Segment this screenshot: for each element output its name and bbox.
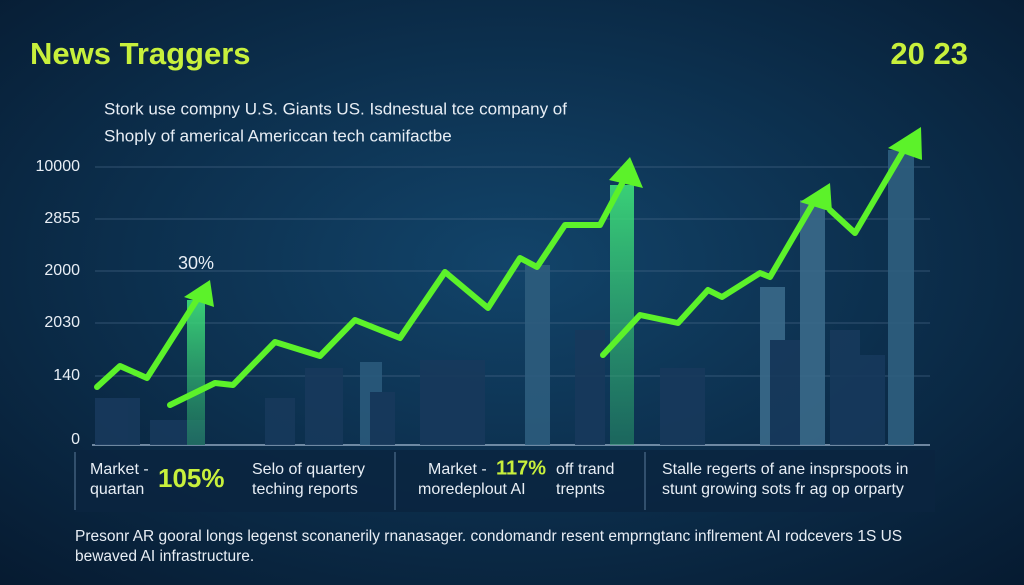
panel-text: trepnts (556, 481, 605, 498)
panel-label: Market - (90, 461, 149, 478)
footer: Presonr AR gooral longs legenst sconaner… (75, 528, 902, 545)
panels: Market - quartan 105% Selo of quartery t… (74, 450, 935, 512)
axis-label: 0 (71, 431, 80, 448)
axis-label: 2000 (44, 262, 80, 279)
panel-text: stunt growing sots fr ag op orparty (662, 481, 904, 498)
panel-text: off trand (556, 461, 614, 478)
highlight-bar (187, 300, 205, 445)
axis-label: 10000 (36, 158, 81, 175)
title: News Traggers (30, 36, 251, 71)
highlight-bar (610, 185, 634, 445)
axis-label: 2855 (44, 210, 80, 227)
panel-figure: 117% (496, 457, 546, 479)
footer: bewaved AI infrastructure. (75, 548, 254, 565)
subtitle: Stork use compny U.S. Giants US. Isdnest… (104, 99, 567, 118)
panel-text: Selo of quartery (252, 461, 365, 478)
trend-lines (94, 127, 922, 408)
annotation: 30% (178, 253, 214, 273)
panel-text: Stalle regerts of ane insprspoots in (662, 461, 908, 478)
panel-label: moredeplout AI (418, 481, 526, 498)
year: 20 23 (890, 36, 968, 71)
axis-labels: 10000 2855 2000 2030 140 0 (36, 158, 81, 448)
panel-label: Market - (428, 461, 487, 478)
panel-text: teching reports (252, 481, 358, 498)
axis-label: 2030 (44, 314, 80, 331)
panel-figure: 105% (158, 463, 225, 493)
axis-label: 140 (53, 367, 80, 384)
panel-label: quartan (90, 481, 144, 498)
subtitle: Shoply of americal Americcan tech camifa… (104, 126, 452, 145)
